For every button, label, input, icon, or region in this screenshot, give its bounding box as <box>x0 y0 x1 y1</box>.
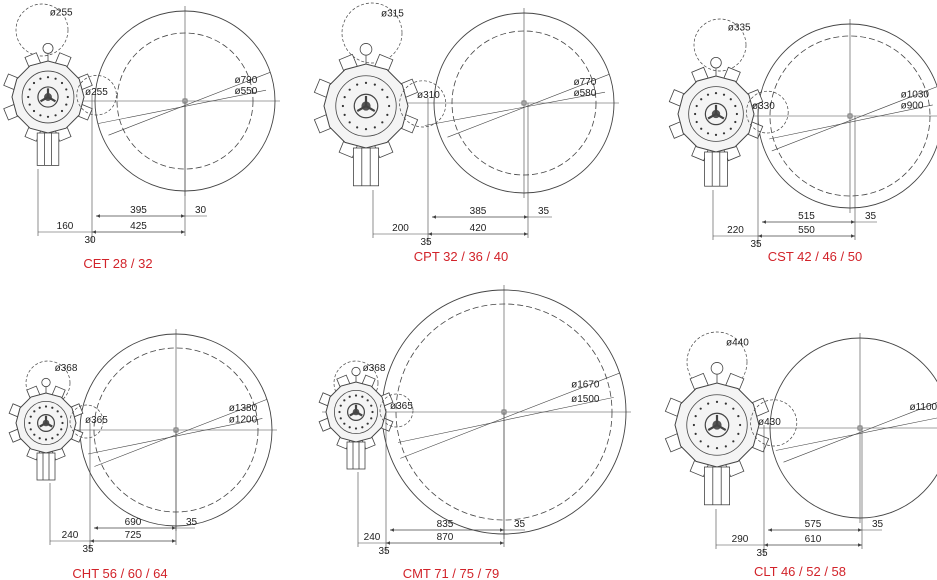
top-diameter-label: ø315 <box>381 9 404 20</box>
outer-diameter-label: ø1380 <box>229 403 258 414</box>
side-diameter-label: ø255 <box>85 87 108 98</box>
turret-drawing <box>8 377 104 481</box>
outer-diameter-label: ø1030 <box>901 90 930 101</box>
dimension-right: 35 <box>186 517 198 528</box>
dimension-right: 35 <box>872 519 884 530</box>
dimension-mid-lower: 550 <box>798 225 815 236</box>
turret-drawing <box>664 362 798 506</box>
dimension-mid-upper: 690 <box>125 517 142 528</box>
side-diameter-label: ø330 <box>752 101 775 112</box>
top-diameter-label: ø368 <box>55 363 78 374</box>
dimension-left: 220 <box>727 225 744 236</box>
dimension-left: 240 <box>62 530 79 541</box>
dimension-mid-upper: 385 <box>470 206 487 217</box>
turret-drawing <box>3 42 117 166</box>
dimension-mid-lower: 870 <box>437 532 454 543</box>
side-diameter-label: ø365 <box>85 415 108 426</box>
tool-clearance-circle <box>693 18 747 72</box>
tool-clearance-circle <box>341 2 403 64</box>
dimension-right: 35 <box>538 206 550 217</box>
tool-clearance-circle <box>15 3 69 57</box>
top-diameter-label: ø255 <box>50 8 73 19</box>
top-diameter-label: ø368 <box>363 363 386 374</box>
dimension-mid-lower: 610 <box>805 534 822 545</box>
dimension-below: 35 <box>420 237 432 248</box>
outer-diameter-label: ø1100 <box>910 402 937 413</box>
turret-drawing <box>313 43 447 187</box>
model-caption: CMT 71 / 75 / 79 <box>403 566 500 580</box>
top-diameter-label: ø335 <box>728 23 751 34</box>
dimension-mid-lower: 425 <box>130 221 147 232</box>
dimension-right: 35 <box>514 519 526 530</box>
side-diameter-label: ø365 <box>390 401 413 412</box>
dimension-below: 35 <box>756 548 768 559</box>
layout-panel-6: ø1100 ø440 ø430 575 610 290 35 35 CLT 46 / 52 / … <box>664 331 937 579</box>
model-caption: CPT 32 / 36 / 40 <box>414 249 508 264</box>
model-caption: CLT 46 / 52 / 58 <box>754 564 846 579</box>
tool-clearance-circle <box>25 360 71 406</box>
model-caption: CET 28 / 32 <box>83 256 152 271</box>
dimension-right: 30 <box>195 205 207 216</box>
layout-panel-5: ø1670 ø1500 ø368 ø365 835 870 240 35 35 CMT 71 / … <box>318 285 631 580</box>
dimension-left: 240 <box>364 532 381 543</box>
outer-diameter-label: ø770 <box>574 77 597 88</box>
dimension-mid-upper: 575 <box>805 519 822 530</box>
dimension-mid-lower: 725 <box>125 530 142 541</box>
turret-drawing <box>318 366 414 470</box>
model-caption: CHT 56 / 60 / 64 <box>72 566 167 580</box>
inner-diameter-label: ø900 <box>901 101 924 112</box>
turret-drawing <box>668 56 789 187</box>
side-diameter-label: ø310 <box>417 90 440 101</box>
dimension-mid-upper: 835 <box>437 519 454 530</box>
dimension-right: 35 <box>865 211 877 222</box>
dimension-below: 35 <box>82 544 94 555</box>
side-diameter-label: ø430 <box>758 417 781 428</box>
inner-diameter-label: ø1500 <box>571 394 600 405</box>
dimension-left: 160 <box>57 221 74 232</box>
outer-diameter-label: ø790 <box>235 75 258 86</box>
dimension-mid-upper: 515 <box>798 211 815 222</box>
dimension-below: 35 <box>378 546 390 557</box>
tool-clearance-circle <box>333 360 379 406</box>
dimension-below: 30 <box>84 235 96 246</box>
dimension-below: 35 <box>750 239 762 250</box>
inner-diameter-label: ø580 <box>574 88 597 99</box>
model-caption: CST 42 / 46 / 50 <box>768 249 862 264</box>
top-diameter-label: ø440 <box>726 338 749 349</box>
inner-diameter-label: ø1200 <box>229 414 258 425</box>
outer-diameter-label: ø1670 <box>571 380 600 391</box>
dimension-mid-lower: 420 <box>470 223 487 234</box>
inner-diameter-label: ø550 <box>235 86 258 97</box>
dimension-mid-upper: 395 <box>130 205 147 216</box>
dimension-left: 200 <box>392 223 409 234</box>
dimension-left: 290 <box>732 534 749 545</box>
